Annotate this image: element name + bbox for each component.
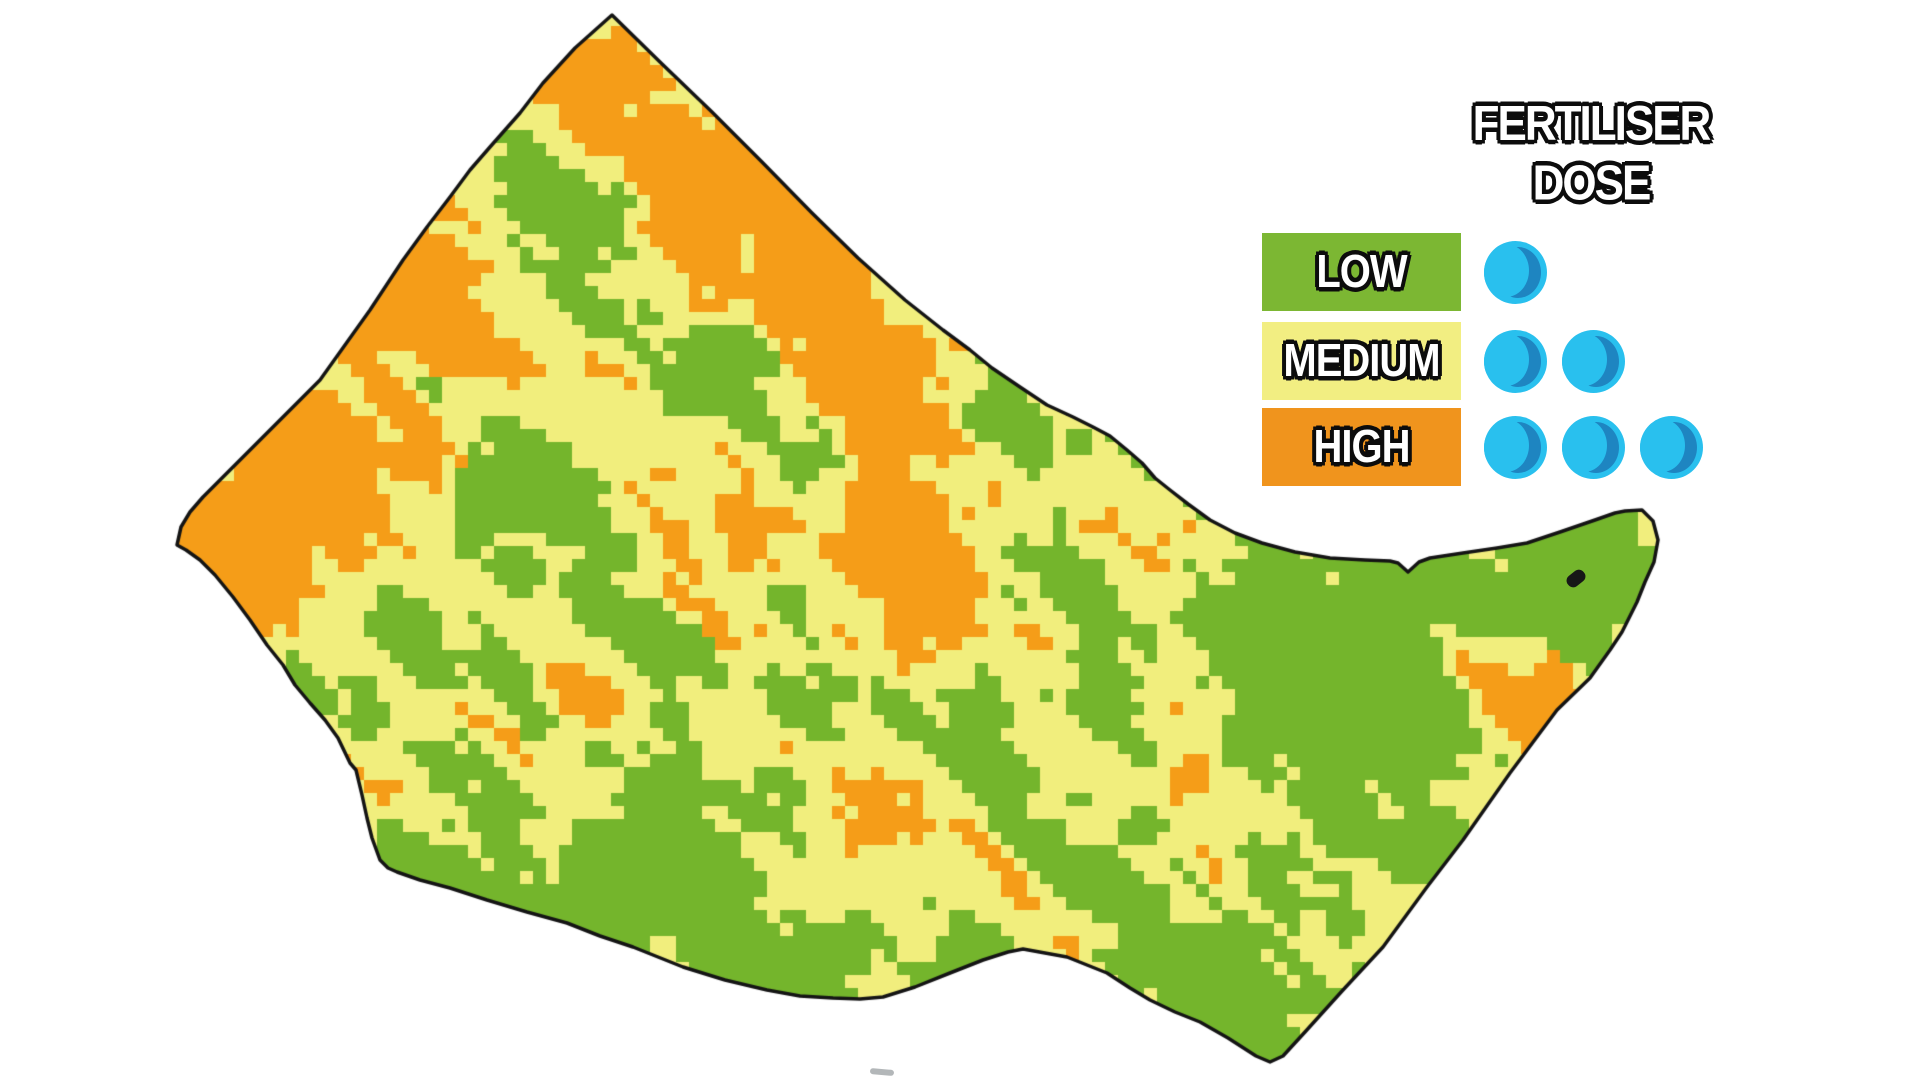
field-map-canvas (0, 0, 1920, 1080)
fertiliser-dose-prescription-map: FERTILISER DOSE LOW MEDIUM HIGH (0, 0, 1920, 1080)
